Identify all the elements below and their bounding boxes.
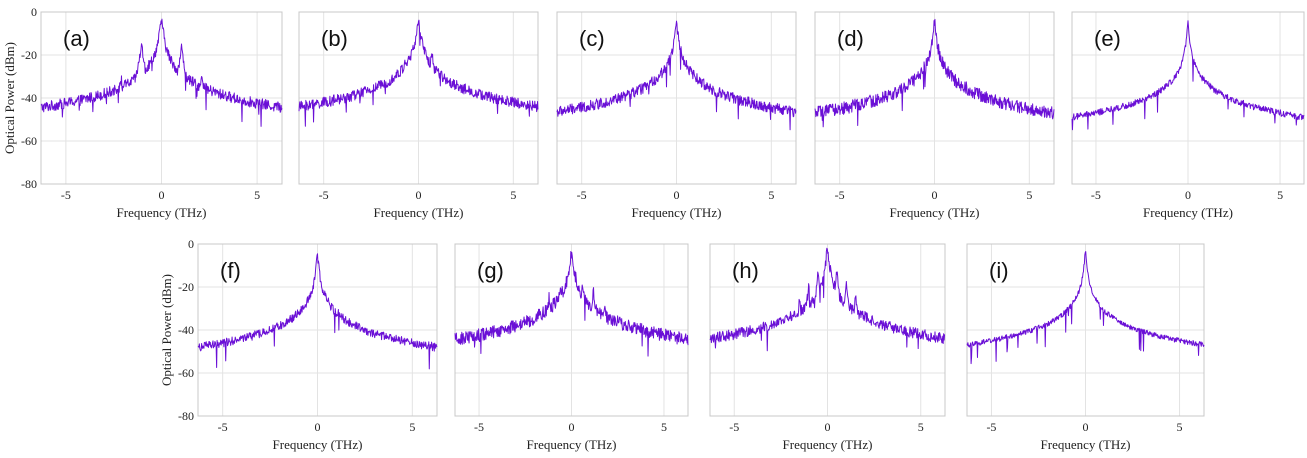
x-tick-label: -5 bbox=[577, 188, 587, 202]
plot-frame bbox=[40, 11, 283, 185]
panel-label: (g) bbox=[477, 258, 504, 283]
y-tick-label: -40 bbox=[178, 323, 194, 337]
panel-label: (a) bbox=[63, 26, 90, 51]
plot-frame bbox=[1071, 11, 1305, 185]
y-tick-label: 0 bbox=[31, 5, 37, 19]
x-tick-label: -5 bbox=[474, 420, 484, 434]
x-tick-label: 5 bbox=[1026, 188, 1032, 202]
y-tick-label: -20 bbox=[178, 280, 194, 294]
y-tick-label: -20 bbox=[21, 48, 37, 62]
x-tick-label: 5 bbox=[768, 188, 774, 202]
y-tick-label: -80 bbox=[178, 409, 194, 423]
panel-a: -5 0 5 0 -20 -40 -60 -80 Frequency (THz) Optical … bbox=[2, 5, 283, 220]
panel-label: (d) bbox=[837, 26, 864, 51]
x-tick-label: -5 bbox=[986, 420, 996, 434]
panel-e: -5 0 5 Frequency (THz) (e) bbox=[1071, 11, 1305, 220]
x-tick-label: 5 bbox=[1177, 420, 1183, 434]
x-tick-label: -5 bbox=[835, 188, 845, 202]
x-axis-label: Frequency (THz) bbox=[273, 437, 363, 452]
x-tick-label: 0 bbox=[416, 188, 422, 202]
panel-label: (i) bbox=[989, 258, 1009, 283]
x-tick-label: 0 bbox=[159, 188, 165, 202]
x-tick-label: 0 bbox=[674, 188, 680, 202]
y-axis-label: Optical Power (dBm) bbox=[159, 274, 174, 386]
x-tick-label: 5 bbox=[661, 420, 667, 434]
x-tick-label: 0 bbox=[569, 420, 575, 434]
panel-label: (c) bbox=[579, 26, 605, 51]
y-tick-label: 0 bbox=[188, 237, 194, 251]
spectrum-trace bbox=[814, 18, 1055, 128]
plot-frame bbox=[966, 243, 1205, 417]
spectrum-trace bbox=[966, 251, 1205, 365]
x-tick-label: -5 bbox=[218, 420, 228, 434]
panel-h: -5 0 5 Frequency (THz) (h) bbox=[709, 243, 946, 452]
plot-frame bbox=[709, 243, 946, 417]
panel-c: -5 0 5 Frequency (THz) (c) bbox=[556, 11, 797, 220]
plot-frame bbox=[454, 243, 689, 417]
x-tick-label: 0 bbox=[315, 420, 321, 434]
y-tick-label: -60 bbox=[178, 366, 194, 380]
x-axis-label: Frequency (THz) bbox=[374, 205, 464, 220]
panel-g: -5 0 5 Frequency (THz) (g) bbox=[454, 243, 689, 452]
x-tick-label: -5 bbox=[61, 188, 71, 202]
spectrum-trace bbox=[40, 18, 283, 127]
y-tick-label: -60 bbox=[21, 134, 37, 148]
spectrum-trace bbox=[298, 19, 539, 127]
x-axis-label: Frequency (THz) bbox=[527, 437, 617, 452]
x-tick-label: -5 bbox=[1091, 188, 1101, 202]
x-axis-label: Frequency (THz) bbox=[890, 205, 980, 220]
spectrum-trace bbox=[1071, 20, 1305, 131]
x-tick-label: 0 bbox=[1185, 188, 1191, 202]
panel-d: -5 0 5 Frequency (THz) (d) bbox=[814, 11, 1055, 220]
x-tick-label: 5 bbox=[1277, 188, 1283, 202]
panel-label: (h) bbox=[732, 258, 759, 283]
x-tick-label: 0 bbox=[932, 188, 938, 202]
x-axis-label: Frequency (THz) bbox=[1143, 205, 1233, 220]
x-tick-label: 5 bbox=[409, 420, 415, 434]
x-tick-label: -5 bbox=[319, 188, 329, 202]
y-tick-label: -40 bbox=[21, 91, 37, 105]
x-axis-label: Frequency (THz) bbox=[783, 437, 873, 452]
panel-label: (b) bbox=[321, 26, 348, 51]
y-tick-label: -80 bbox=[21, 177, 37, 191]
spectrum-trace bbox=[197, 253, 438, 370]
panel-label: (e) bbox=[1094, 26, 1121, 51]
x-axis-label: Frequency (THz) bbox=[632, 205, 722, 220]
spectrum-trace bbox=[556, 20, 797, 131]
panel-f: -5 0 5 0 -20 -40 -60 -80 Frequency (THz) Optical … bbox=[159, 237, 438, 452]
spectrum-trace bbox=[454, 250, 689, 357]
panel-i: -5 0 5 Frequency (THz) (i) bbox=[966, 243, 1205, 452]
panel-b: -5 0 5 Frequency (THz) (b) bbox=[298, 11, 539, 220]
spectrum-trace bbox=[709, 247, 946, 352]
x-tick-label: 5 bbox=[918, 420, 924, 434]
x-tick-label: -5 bbox=[729, 420, 739, 434]
x-tick-label: 5 bbox=[510, 188, 516, 202]
x-axis-label: Frequency (THz) bbox=[1041, 437, 1131, 452]
x-tick-label: 0 bbox=[825, 420, 831, 434]
x-tick-label: 0 bbox=[1083, 420, 1089, 434]
panel-label: (f) bbox=[220, 258, 241, 283]
plot-frame bbox=[556, 11, 797, 185]
x-tick-label: 5 bbox=[254, 188, 260, 202]
plot-frame bbox=[197, 243, 438, 417]
y-axis-label: Optical Power (dBm) bbox=[2, 42, 17, 154]
plot-frame bbox=[814, 11, 1055, 185]
x-axis-label: Frequency (THz) bbox=[117, 205, 207, 220]
plot-frame bbox=[298, 11, 539, 185]
